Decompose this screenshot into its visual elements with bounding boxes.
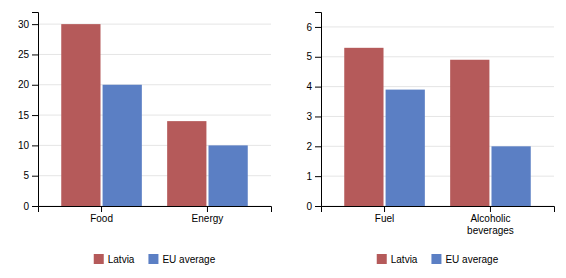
tick-label: Fuel	[375, 213, 394, 224]
legend-label: EU average	[445, 254, 498, 265]
tick-mark	[101, 206, 102, 212]
tick-label: 2	[306, 141, 312, 152]
y-axis: 0 1 2 3 4 5 6	[306, 13, 321, 212]
tick: 30	[18, 19, 38, 30]
bar	[450, 60, 489, 206]
tick-mark	[207, 206, 208, 212]
tick-mark	[32, 24, 38, 25]
tick-mark	[32, 85, 38, 86]
tick: 0	[23, 201, 38, 212]
tick: 1	[306, 171, 321, 182]
panel: 0 5 10 15 20 25 30 Food Energy Latvia EU average	[18, 13, 272, 265]
legend-swatch	[148, 254, 158, 264]
tick: 20	[18, 79, 38, 90]
tick: 10	[18, 140, 38, 151]
tick: Energy	[192, 206, 224, 224]
tick: Alcoholicbeverages	[467, 206, 514, 236]
tick: 5	[306, 51, 321, 62]
chart-root: 051015202530FoodEnergyLatviaEU average01…	[0, 0, 566, 278]
legend-swatch	[377, 254, 387, 264]
axis-line	[39, 207, 272, 213]
grid	[321, 27, 554, 206]
legend-label: Latvia	[391, 254, 418, 265]
tick: 5	[23, 170, 38, 181]
tick-mark	[32, 54, 38, 55]
tick-mark	[490, 206, 491, 212]
axis-line	[32, 13, 39, 207]
bar-series	[103, 85, 248, 206]
bars	[344, 48, 531, 206]
tick-label: 0	[306, 201, 312, 212]
tick-label: 1	[306, 171, 312, 182]
tick: Fuel	[375, 206, 394, 224]
grid-line	[321, 26, 554, 27]
tick: 0	[306, 201, 321, 212]
tick: 2	[306, 141, 321, 152]
legend-label: EU average	[162, 254, 215, 265]
tick: 25	[18, 49, 38, 60]
tick-mark	[32, 176, 38, 177]
tick-mark	[315, 206, 321, 207]
legend: Latvia EU average	[94, 254, 216, 265]
tick: 4	[306, 81, 321, 92]
bar	[491, 146, 530, 206]
panel: 0 1 2 3 4 5 6 Fuel Alcoholicbeverages Latvia EU av…	[306, 13, 554, 265]
bar	[386, 90, 425, 206]
bar-series	[344, 48, 489, 206]
tick: 6	[306, 22, 321, 33]
bar	[208, 145, 247, 206]
tick-mark	[315, 27, 321, 28]
bar	[103, 85, 142, 206]
legend-swatch	[431, 254, 441, 264]
tick: Food	[90, 206, 113, 224]
legend-item: EU average	[148, 254, 215, 265]
legend-swatch	[94, 254, 104, 264]
tick: 15	[18, 110, 38, 121]
legend-item: Latvia	[377, 254, 418, 265]
bars	[61, 24, 248, 206]
tick-mark	[315, 116, 321, 117]
axis-line	[322, 207, 555, 213]
tick-label: 0	[23, 201, 29, 212]
bar	[344, 48, 383, 206]
legend-item: EU average	[431, 254, 498, 265]
tick-label: 20	[18, 79, 30, 90]
y-axis: 0 5 10 15 20 25 30	[18, 13, 39, 212]
tick-label: 5	[23, 170, 29, 181]
tick-mark	[32, 145, 38, 146]
axis-line	[315, 13, 322, 207]
tick-label: 3	[306, 111, 312, 122]
bar	[167, 121, 206, 206]
bar-series	[386, 90, 531, 206]
tick-mark	[315, 57, 321, 58]
tick-label: 30	[18, 19, 30, 30]
legend: Latvia EU average	[377, 254, 499, 265]
legend-item: Latvia	[94, 254, 135, 265]
tick-mark	[32, 206, 38, 207]
legend-label: Latvia	[108, 254, 135, 265]
tick-label: Energy	[192, 213, 224, 224]
x-axis: Fuel Alcoholicbeverages	[322, 206, 555, 236]
x-axis: Food Energy	[39, 206, 272, 224]
tick-label: 5	[306, 51, 312, 62]
bar-series	[61, 24, 206, 206]
tick-label: Alcoholicbeverages	[467, 213, 514, 236]
tick-label: 25	[18, 49, 30, 60]
tick-mark	[384, 206, 385, 212]
tick-label: 10	[18, 140, 30, 151]
grid	[38, 24, 271, 206]
tick-mark	[315, 87, 321, 88]
tick-label: 6	[306, 22, 312, 33]
tick-mark	[32, 115, 38, 116]
tick-label: Food	[90, 213, 113, 224]
tick-label: 4	[306, 81, 312, 92]
bar	[61, 24, 100, 206]
tick-mark	[315, 146, 321, 147]
tick-mark	[315, 176, 321, 177]
tick: 3	[306, 111, 321, 122]
tick-label: 15	[18, 110, 30, 121]
